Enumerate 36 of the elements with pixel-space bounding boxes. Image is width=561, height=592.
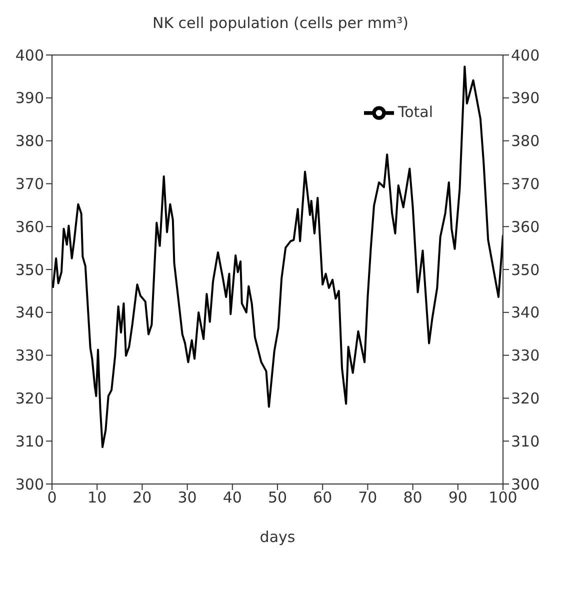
line-series	[52, 66, 503, 448]
y2-tick-label: 320	[511, 390, 540, 408]
x-tick-label: 40	[222, 488, 242, 507]
y-tick-label: 350	[15, 260, 44, 279]
x-tick-label: 100	[488, 488, 518, 507]
y-tick-label: 400	[15, 46, 44, 64]
y-tick-label: 320	[15, 390, 44, 408]
y-tick-label: 360	[15, 218, 44, 236]
x-tick-label: 30	[178, 488, 197, 507]
chart-title: NK cell population (cells per mm³)	[151, 13, 410, 34]
y-tick-label: 310	[15, 432, 44, 450]
x-tick-label: 60	[313, 488, 332, 507]
y-tick-label: 370	[15, 175, 44, 194]
y2-tick-label: 390	[511, 89, 540, 108]
x-tick-label: 10	[88, 488, 107, 507]
y2-tick-label: 370	[511, 175, 540, 194]
y2-tick-label: 310	[511, 432, 540, 450]
x-tick-label: 80	[403, 488, 422, 507]
y2-tick-label: 330	[511, 346, 540, 365]
y2-tick-label: 380	[511, 132, 540, 150]
y2-tick-label: 400	[511, 46, 540, 64]
x-tick-label: 70	[358, 488, 378, 507]
x-axis-title: days	[260, 528, 296, 546]
x-tick-label: 0	[47, 488, 57, 507]
y2-tick-label: 350	[511, 260, 540, 279]
y2-tick-label: 340	[511, 304, 540, 322]
x-tick-label: 20	[132, 488, 152, 507]
x-tick-label: 90	[448, 488, 468, 507]
x-tick-label: 50	[268, 488, 288, 507]
y-tick-label: 340	[15, 304, 44, 322]
y-tick-label: 380	[15, 132, 44, 150]
y2-tick-label: 360	[511, 218, 540, 236]
y-tick-label: 300	[15, 475, 44, 494]
y-tick-label: 330	[15, 346, 44, 365]
y-tick-label: 390	[15, 89, 44, 108]
legend-label: Total	[398, 103, 433, 122]
